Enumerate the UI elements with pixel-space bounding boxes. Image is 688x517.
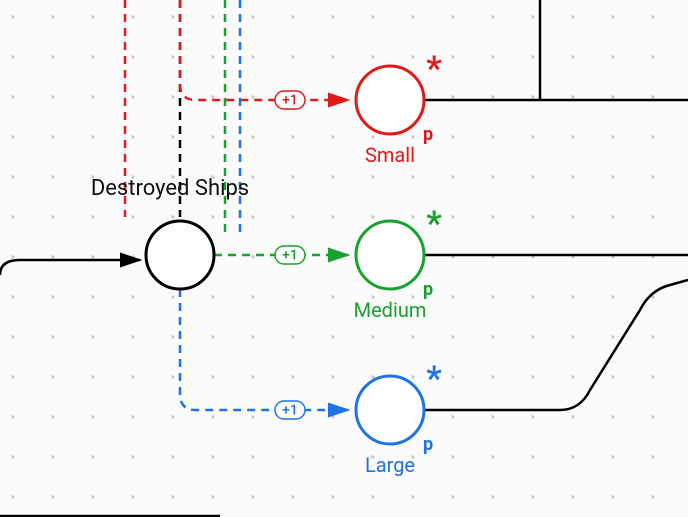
node-small-label: Small [365, 143, 415, 167]
node-large-label: Large [365, 453, 415, 477]
node-medium-star: * [426, 204, 442, 244]
badge-green-text: +1 [282, 248, 298, 264]
node-medium-label: Medium [354, 298, 427, 322]
node-small-p: p [423, 124, 433, 145]
node-destroyed[interactable] [146, 221, 214, 289]
node-large[interactable] [356, 376, 424, 444]
node-small[interactable] [356, 66, 424, 134]
node-medium[interactable] [356, 221, 424, 289]
canvas-bg [0, 0, 688, 517]
node-destroyed-label: Destroyed Ships [91, 176, 249, 201]
badge-red-text: +1 [282, 93, 298, 109]
badge-blue-text: +1 [282, 403, 298, 419]
node-large-star: * [426, 359, 442, 399]
node-large-p: p [423, 434, 433, 455]
node-medium-p: p [423, 279, 433, 300]
node-small-star: * [426, 49, 442, 89]
